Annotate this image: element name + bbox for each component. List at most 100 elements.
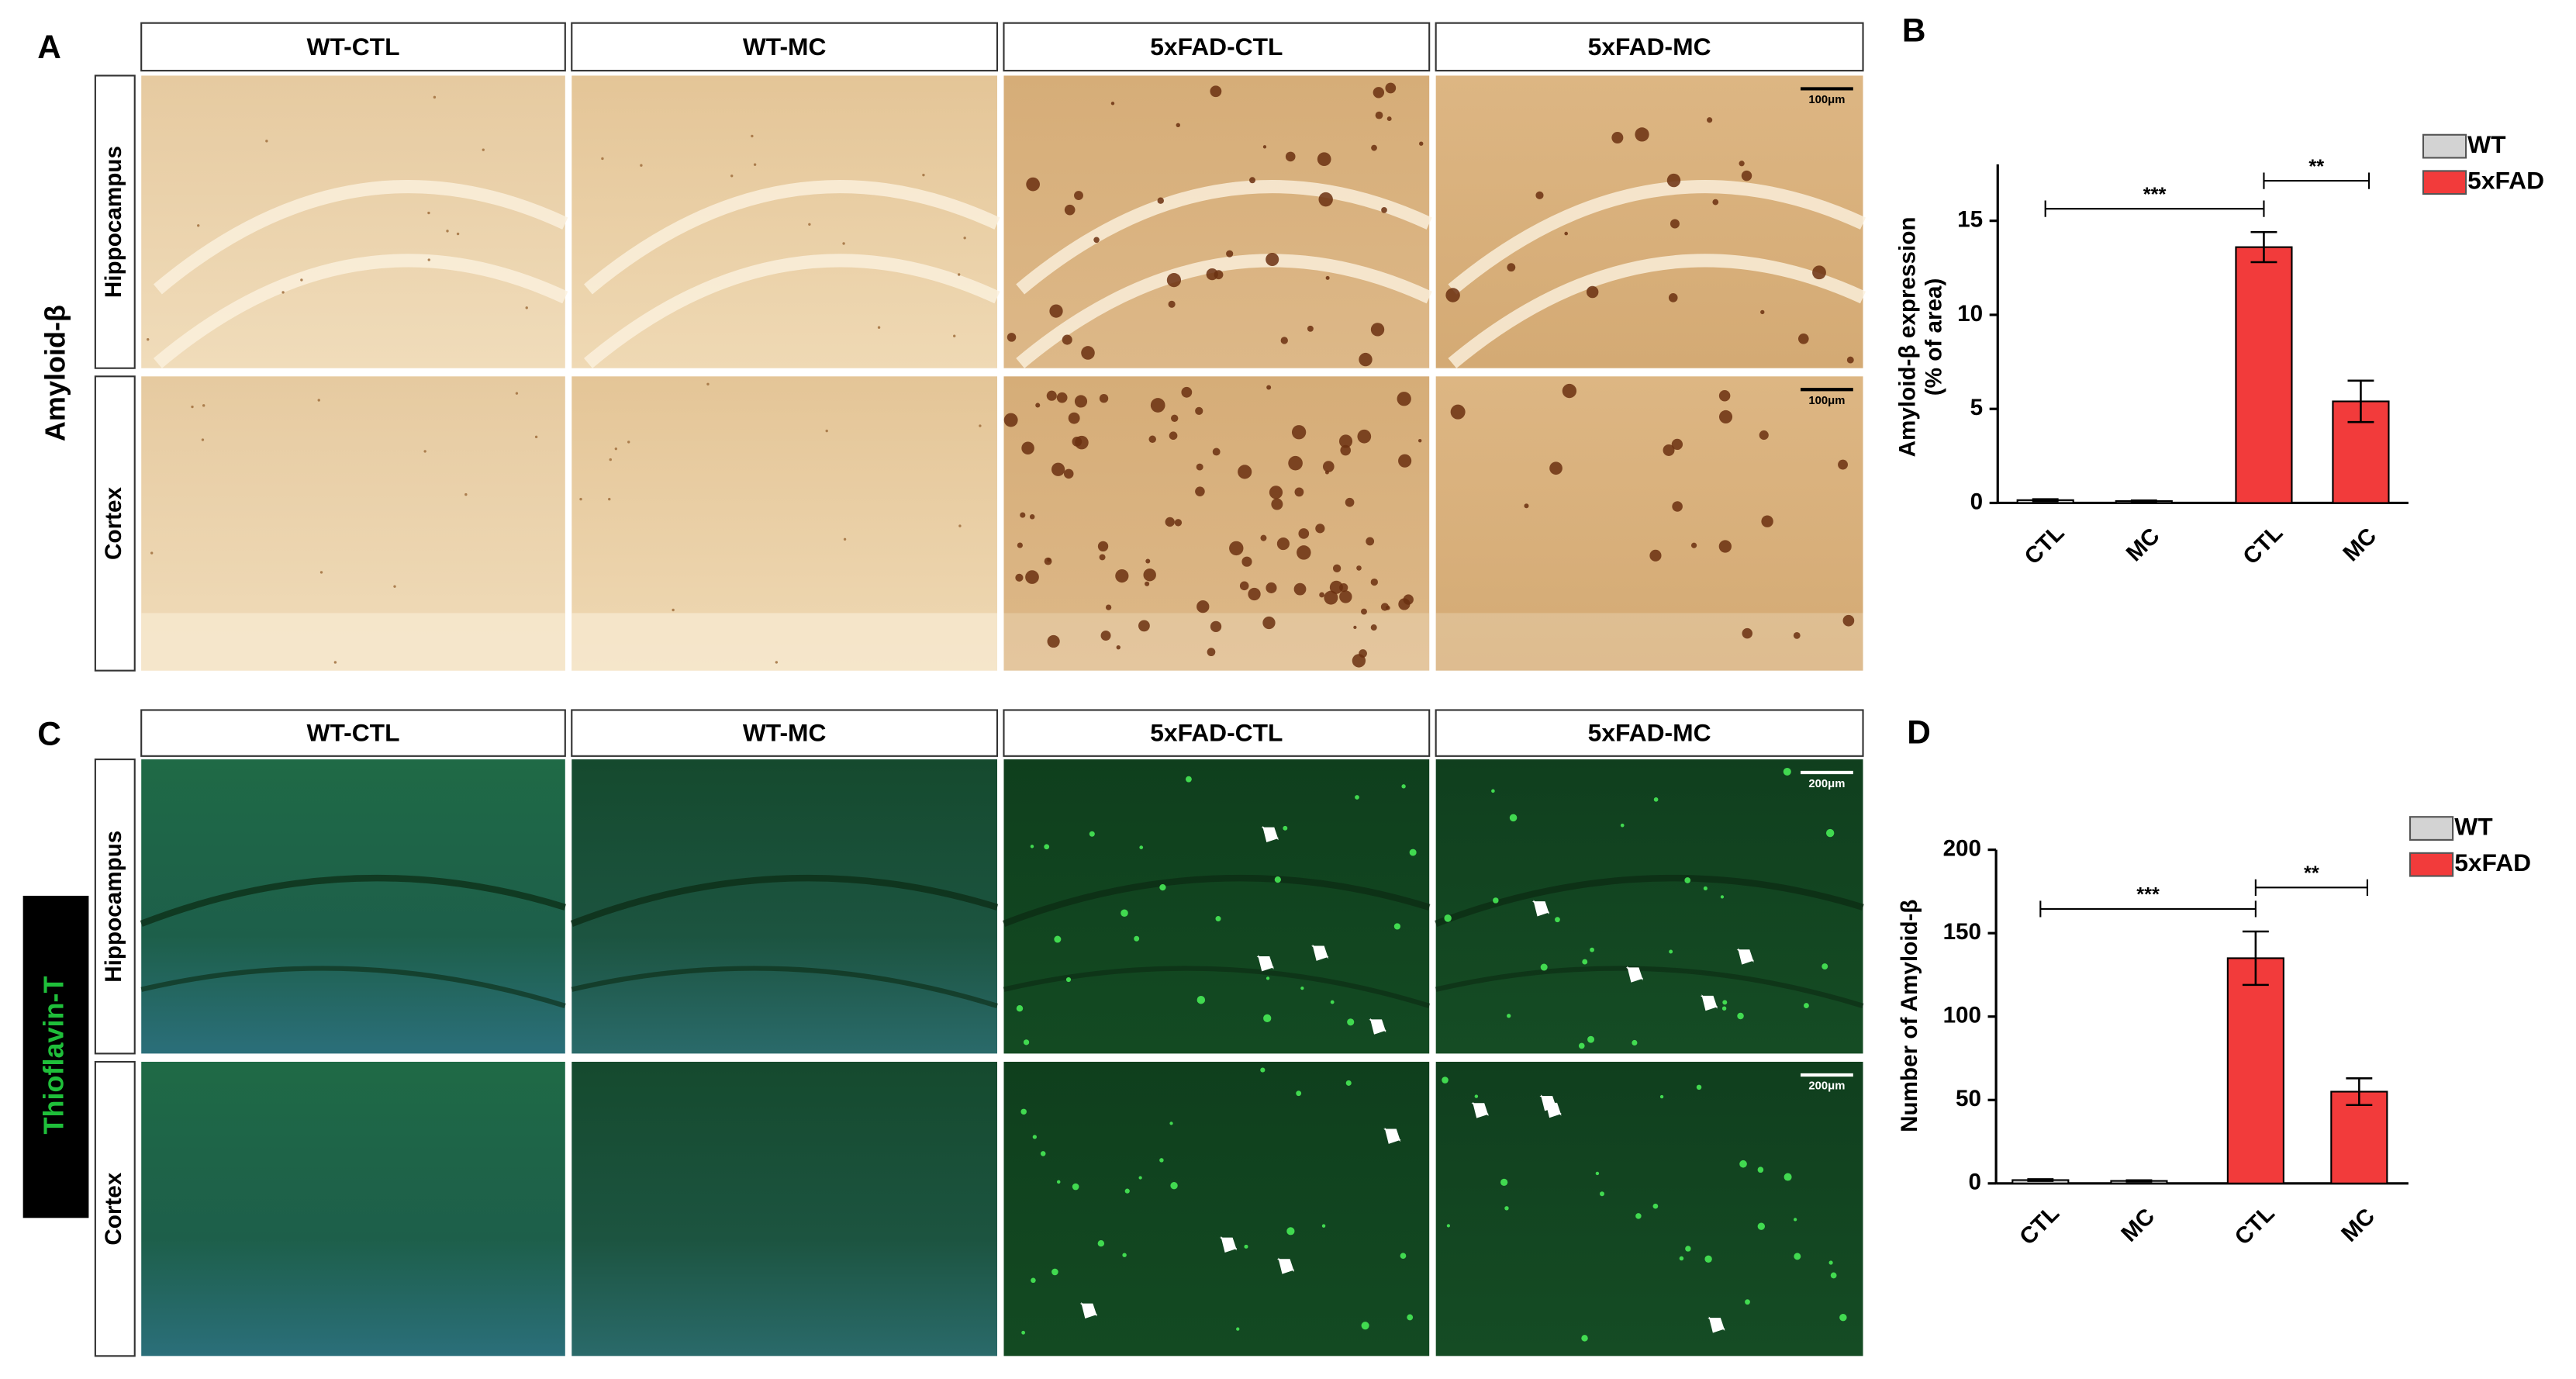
plaque bbox=[1212, 448, 1221, 456]
plaque bbox=[482, 148, 485, 151]
plaque bbox=[1347, 1018, 1355, 1026]
plaque bbox=[423, 450, 426, 453]
column-header: WT-CTL bbox=[307, 719, 400, 747]
significance-label: ** bbox=[2304, 862, 2319, 884]
plaque bbox=[1003, 413, 1018, 427]
plaque bbox=[1442, 1077, 1449, 1084]
plaque bbox=[1632, 1039, 1638, 1046]
plaque bbox=[1444, 914, 1452, 922]
plaque bbox=[1375, 111, 1383, 119]
plaque bbox=[1143, 569, 1156, 582]
plaque bbox=[1704, 1255, 1712, 1263]
plaque bbox=[1842, 614, 1855, 627]
arrow bbox=[1471, 1101, 1489, 1118]
plaque bbox=[1595, 1171, 1600, 1176]
y-tick-label: 5 bbox=[1970, 395, 1983, 420]
plaque bbox=[1761, 515, 1773, 527]
plaque bbox=[1338, 434, 1353, 448]
x-tick-label: CTL bbox=[2015, 1201, 2064, 1250]
arrow bbox=[1079, 1302, 1098, 1319]
plaque bbox=[525, 306, 528, 309]
plaque bbox=[197, 224, 200, 227]
plaque bbox=[775, 661, 779, 664]
plaque bbox=[1407, 1314, 1414, 1321]
micrograph bbox=[570, 759, 999, 1054]
plaque bbox=[1720, 895, 1725, 899]
tissue-band bbox=[140, 874, 567, 927]
plaque bbox=[958, 524, 962, 527]
plaque bbox=[706, 382, 710, 385]
tissue-band bbox=[153, 180, 568, 295]
plaque bbox=[1339, 590, 1352, 603]
plaque bbox=[1718, 410, 1733, 424]
plaque bbox=[1739, 161, 1745, 167]
significance-bracket bbox=[2254, 879, 2368, 896]
plaque bbox=[1370, 323, 1385, 337]
error-bar bbox=[2125, 1179, 2153, 1183]
micrograph bbox=[1003, 75, 1432, 368]
plaque bbox=[1403, 594, 1414, 605]
y-tick-label: 50 bbox=[1956, 1086, 1981, 1111]
plaque bbox=[1296, 1090, 1302, 1097]
plaque bbox=[1026, 177, 1040, 192]
column-header-box bbox=[1003, 22, 1431, 72]
x-tick-label: CTL bbox=[2238, 520, 2288, 569]
plaque bbox=[1030, 845, 1034, 848]
plaque bbox=[1318, 192, 1333, 207]
plaque bbox=[1139, 845, 1144, 849]
y-tick-label: 15 bbox=[1957, 207, 1983, 233]
plaque bbox=[1293, 582, 1307, 596]
plaque bbox=[1195, 486, 1205, 496]
plaque bbox=[1586, 285, 1599, 299]
plaque bbox=[1097, 1239, 1105, 1247]
legend-swatch bbox=[2422, 170, 2467, 195]
panel-label: D bbox=[1907, 714, 1931, 750]
plaque bbox=[1185, 776, 1192, 783]
plaque bbox=[1081, 346, 1095, 360]
arrow bbox=[1700, 994, 1718, 1011]
plaque bbox=[1666, 173, 1681, 188]
plaque bbox=[1366, 537, 1375, 546]
arrow bbox=[1531, 900, 1550, 917]
plaque bbox=[1210, 85, 1222, 98]
plaque bbox=[1722, 1000, 1728, 1005]
scale-bar-label: 200μm bbox=[1808, 778, 1845, 790]
tissue-band bbox=[571, 966, 998, 1008]
plaque bbox=[1793, 631, 1801, 639]
plaque bbox=[1794, 1253, 1801, 1260]
plaque bbox=[1093, 237, 1100, 244]
plaque bbox=[1176, 123, 1180, 127]
column-header-box bbox=[1435, 709, 1864, 757]
plaque bbox=[1321, 1224, 1326, 1228]
plaque bbox=[1793, 1218, 1797, 1222]
plaque bbox=[1170, 1182, 1178, 1190]
micrograph bbox=[141, 1061, 565, 1357]
plaque bbox=[1124, 1188, 1130, 1194]
y-axis-label: (% of area) bbox=[1922, 278, 1947, 396]
stain-label: Thioflavin-T bbox=[38, 976, 70, 1134]
micrograph-bg bbox=[1435, 759, 1863, 1054]
plaque bbox=[1578, 1042, 1585, 1049]
plaque bbox=[1017, 542, 1023, 548]
plaque bbox=[1241, 556, 1252, 567]
y-tick-label: 10 bbox=[1957, 301, 1983, 327]
plaque bbox=[609, 458, 612, 461]
plaque bbox=[1599, 1191, 1604, 1197]
plaque bbox=[1670, 219, 1680, 229]
plaque bbox=[1063, 468, 1074, 479]
plaque bbox=[1150, 398, 1165, 413]
error-bar bbox=[2242, 930, 2269, 987]
plaque bbox=[1507, 1014, 1511, 1018]
plaque bbox=[1166, 273, 1182, 288]
plaque bbox=[1195, 406, 1203, 415]
plaque bbox=[1271, 498, 1283, 510]
plaque bbox=[1500, 1178, 1508, 1186]
plaque bbox=[1385, 82, 1397, 94]
plaque bbox=[1215, 916, 1221, 922]
micrograph-bg bbox=[141, 1061, 565, 1357]
column-header-box bbox=[571, 22, 999, 72]
x-tick-label: CTL bbox=[2019, 520, 2069, 569]
error-bar bbox=[2346, 1077, 2373, 1106]
plaque bbox=[1196, 995, 1206, 1004]
micrograph bbox=[141, 376, 565, 671]
